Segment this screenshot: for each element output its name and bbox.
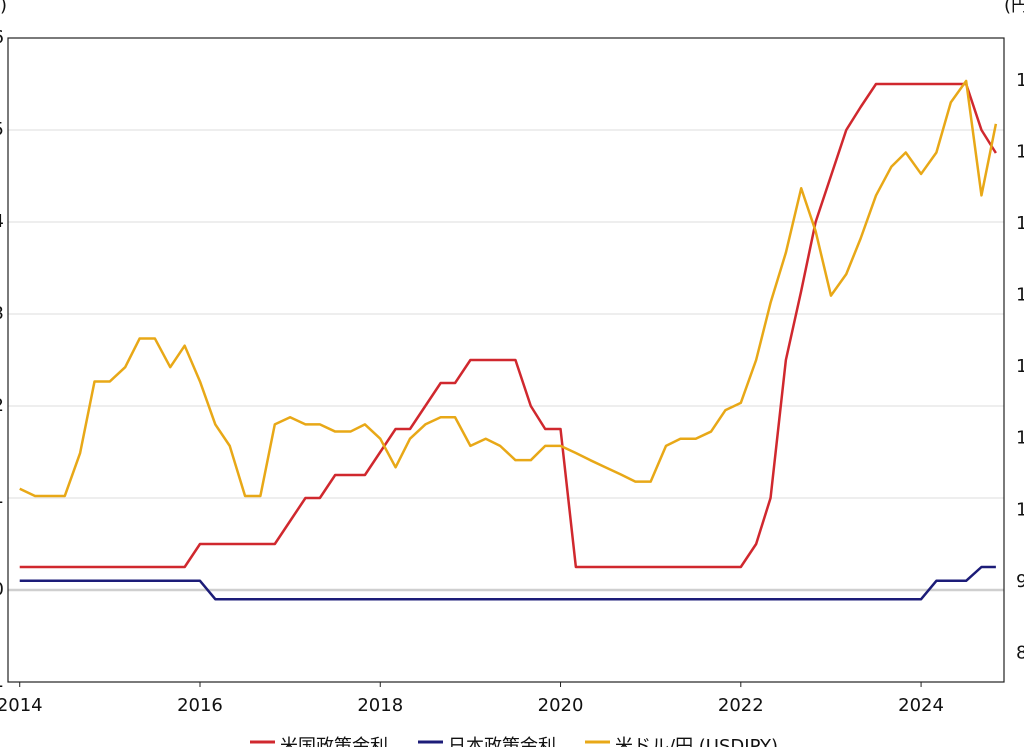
- y-tick-label: 6: [0, 27, 4, 48]
- y-tick-label: 2: [0, 395, 4, 416]
- legend-label: 米ドル/円 (USDJPY): [615, 736, 778, 747]
- y2-tick-label: 150: [1016, 141, 1024, 162]
- y2-tick-label: 160: [1016, 70, 1024, 91]
- y2-tick-label: 130: [1016, 285, 1024, 306]
- y2-axis-label: (円): [1004, 0, 1024, 16]
- y2-tick-label: 140: [1016, 213, 1024, 234]
- y-tick-label: 1: [0, 487, 4, 508]
- x-tick-label: 2014: [0, 695, 43, 716]
- legend-label: 日本政策金利: [448, 736, 556, 747]
- y2-tick-label: 100: [1016, 499, 1024, 520]
- y-axis-label: (%): [0, 0, 7, 16]
- plot-frame: [7, 37, 1005, 683]
- x-tick-label: 2022: [718, 695, 764, 716]
- x-tick-label: 2018: [357, 695, 403, 716]
- y-tick-label: 4: [0, 211, 4, 232]
- y-tick-label: 3: [0, 303, 4, 324]
- y-tick-label: 0: [0, 579, 4, 600]
- series-line: [19, 79, 998, 498]
- x-tick-label: 2020: [538, 695, 584, 716]
- series-line: [19, 565, 996, 601]
- y-tick-label: 5: [0, 119, 4, 140]
- y2-tick-label: 80: [1016, 642, 1024, 663]
- y2-tick-label: 120: [1016, 356, 1024, 377]
- x-tick-label: 2024: [898, 695, 944, 716]
- series-line: [19, 82, 997, 569]
- y2-tick-label: 90: [1016, 571, 1024, 592]
- x-tick-label: 2016: [177, 695, 223, 716]
- y2-tick-label: 110: [1016, 428, 1024, 449]
- legend-label: 米国政策金利: [280, 736, 388, 747]
- y-tick-label: -1: [0, 671, 4, 692]
